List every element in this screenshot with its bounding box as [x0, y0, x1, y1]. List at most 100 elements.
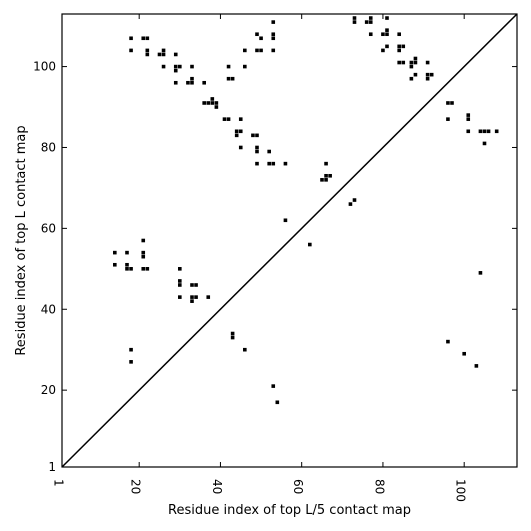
contact-point: [255, 133, 259, 138]
contact-point: [194, 283, 198, 287]
contact-point: [397, 32, 401, 37]
contact-point: [352, 16, 357, 20]
contact-point: [125, 267, 129, 271]
contact-point: [255, 149, 259, 154]
contact-point: [462, 351, 466, 356]
x-axis-label: Residue index of top L/5 contact map: [168, 503, 411, 518]
contact-point: [446, 339, 450, 344]
x-tick-label: 20: [129, 479, 143, 494]
contact-point: [243, 347, 247, 352]
contact-point: [190, 80, 194, 85]
contact-point: [401, 44, 406, 49]
contact-point: [385, 28, 389, 32]
contact-point: [230, 335, 235, 340]
contact-point: [141, 250, 146, 255]
contact-point: [190, 76, 194, 81]
contact-point: [202, 80, 206, 85]
contact-point: [226, 76, 231, 81]
contact-point: [267, 149, 271, 154]
contact-point: [397, 44, 401, 49]
contact-point: [190, 299, 194, 303]
contact-point: [397, 48, 401, 53]
contact-point: [129, 347, 133, 352]
contact-point: [178, 283, 182, 287]
contact-point: [466, 129, 471, 134]
contact-point: [145, 36, 150, 41]
contact-point: [425, 60, 430, 65]
contact-point: [271, 384, 276, 388]
contact-point: [178, 279, 182, 283]
contact-point: [190, 283, 194, 287]
x-tick-label: 40: [210, 479, 224, 494]
contact-point: [368, 16, 373, 20]
contact-point: [226, 64, 231, 69]
contact-point: [145, 52, 150, 57]
contact-point: [178, 64, 182, 69]
contact-point: [450, 101, 454, 105]
contact-point: [173, 80, 178, 85]
contact-point: [113, 262, 117, 267]
contact-point: [145, 267, 150, 271]
contact-point: [238, 117, 243, 121]
contact-point: [206, 101, 211, 105]
contact-point: [259, 36, 263, 41]
contact-point: [348, 202, 353, 206]
contact-point: [243, 48, 247, 53]
contact-point: [324, 178, 328, 182]
contact-point: [194, 295, 198, 299]
x-tick-label: 80: [372, 479, 386, 494]
contact-point: [230, 76, 235, 81]
contact-point: [214, 101, 219, 105]
contact-point: [413, 72, 418, 77]
diagonal-line: [61, 13, 518, 468]
contact-point: [190, 295, 194, 299]
contact-point: [173, 64, 178, 69]
contact-point: [234, 133, 239, 138]
contact-point: [125, 262, 129, 267]
contact-point: [202, 101, 206, 105]
contact-point: [413, 60, 418, 65]
x-tick-label: 60: [291, 479, 305, 494]
contact-point: [271, 36, 276, 41]
contact-point: [275, 400, 280, 405]
contact-point: [425, 72, 430, 77]
contact-point: [178, 267, 182, 271]
contact-point: [129, 48, 133, 53]
contact-point: [255, 161, 259, 166]
y-tick-label: 60: [41, 221, 56, 235]
y-tick-label: 20: [41, 383, 56, 397]
contact-point: [206, 295, 211, 299]
contact-point: [409, 76, 414, 81]
y-tick-label: 40: [41, 302, 56, 316]
contact-point: [255, 145, 259, 150]
contact-point: [308, 242, 312, 247]
contact-point: [267, 161, 271, 166]
y-tick-label: 1: [48, 460, 56, 474]
y-axis-label: Residue index of top L contact map: [14, 125, 29, 355]
contact-point: [385, 44, 389, 49]
contact-point: [385, 16, 389, 20]
contact-point: [368, 20, 373, 24]
contact-point: [129, 36, 133, 41]
contact-point: [222, 117, 227, 121]
contact-point: [482, 141, 487, 146]
contact-point: [381, 48, 385, 53]
y-tick-label: 80: [41, 140, 56, 154]
contact-point: [238, 145, 243, 150]
contact-point: [385, 32, 389, 37]
contact-point: [271, 32, 276, 37]
contact-point: [271, 161, 276, 166]
contact-point: [129, 360, 133, 364]
contact-point: [129, 267, 133, 271]
contact-point: [210, 97, 215, 101]
contact-point: [161, 52, 166, 57]
contact-point: [141, 36, 146, 41]
contact-point: [352, 20, 357, 24]
contact-point: [226, 117, 231, 121]
contact-point: [466, 117, 471, 121]
contact-point: [364, 20, 369, 24]
contact-point: [271, 20, 276, 24]
contact-point: [446, 117, 450, 121]
